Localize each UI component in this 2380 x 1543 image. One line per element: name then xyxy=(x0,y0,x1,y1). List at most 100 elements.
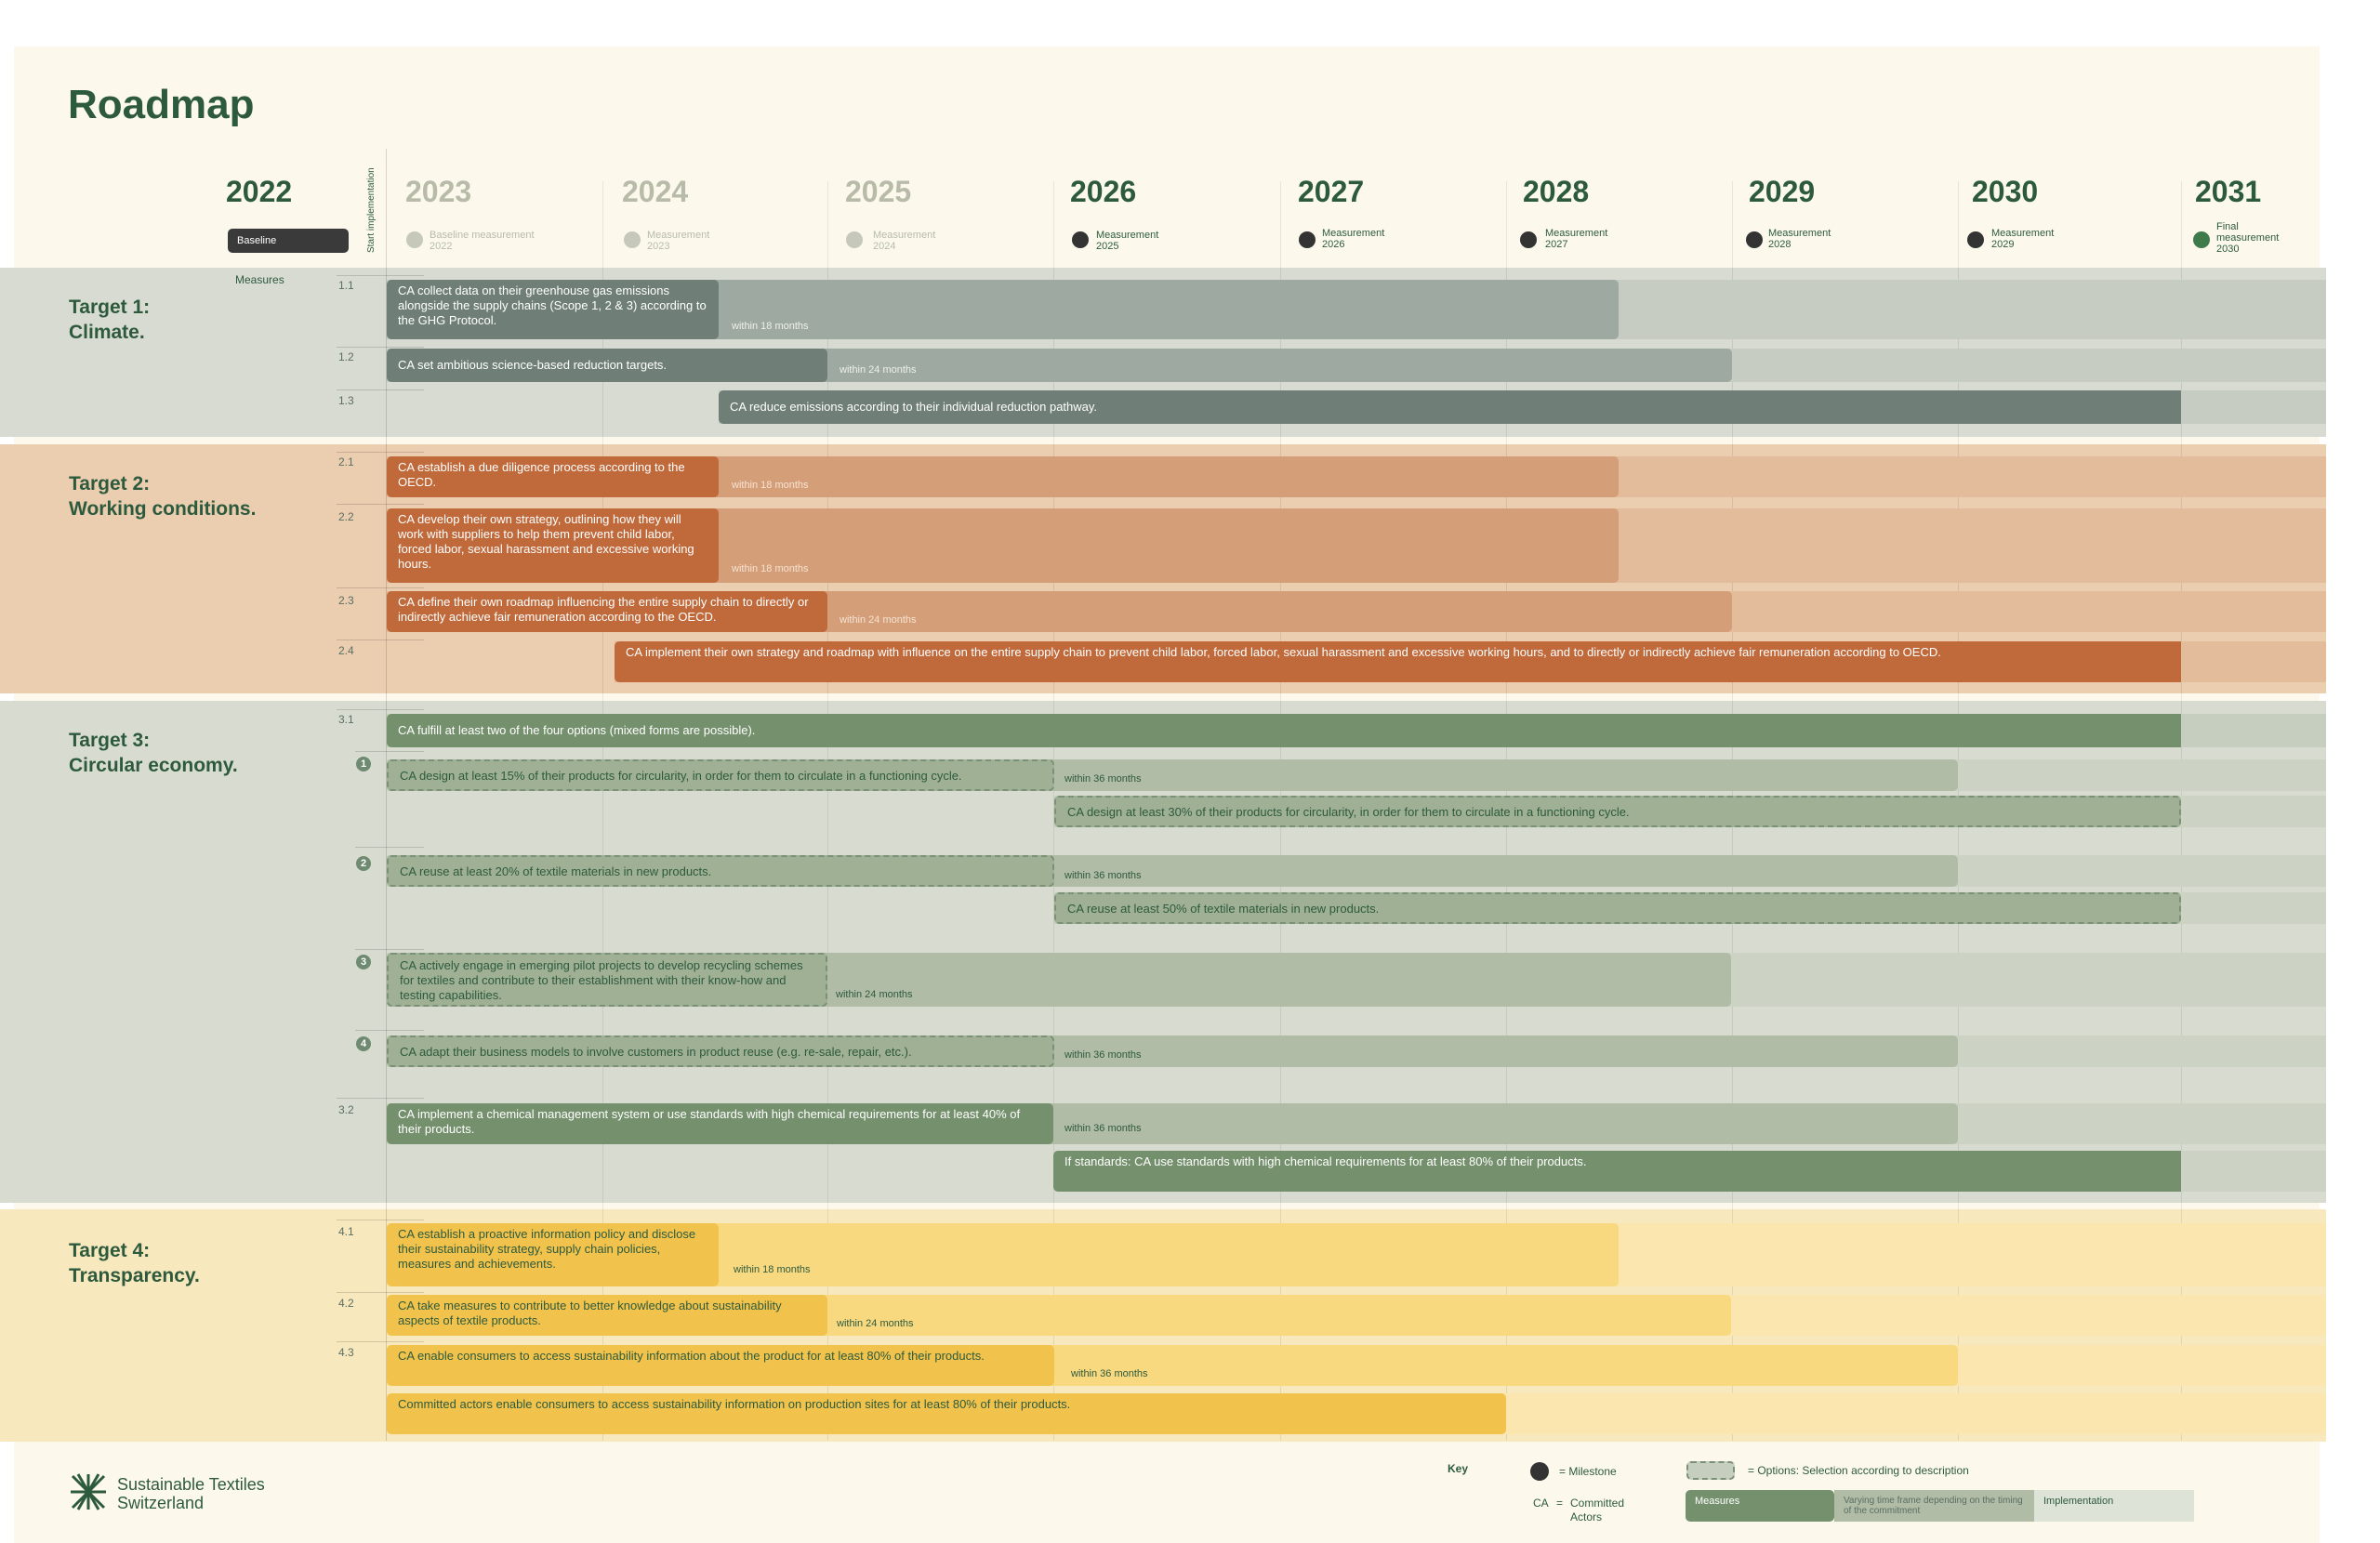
baseline-badge: Baseline xyxy=(228,229,349,253)
measure-3-2: CA implement a chemical management syste… xyxy=(387,1103,1053,1144)
measure-3-2b: If standards: CA use standards with high… xyxy=(1053,1151,2181,1192)
within-label: within 36 months xyxy=(1064,1049,1142,1061)
within-label: within 24 months xyxy=(836,989,913,1000)
option-2b: CA reuse at least 50% of textile materia… xyxy=(1054,892,2181,924)
grid-line xyxy=(602,181,603,1441)
page-title: Roadmap xyxy=(68,82,255,127)
key-ca: CA xyxy=(1533,1497,1549,1510)
row-id-2-2: 2.2 xyxy=(338,510,354,523)
row-line xyxy=(337,587,424,588)
within-label: within 24 months xyxy=(840,364,917,376)
key-implementation: Implementation xyxy=(2034,1490,2194,1522)
within-label: within 24 months xyxy=(840,614,917,626)
key-committed-actors: Committed Actors xyxy=(1570,1497,1625,1523)
row-id-2-3: 2.3 xyxy=(338,594,354,607)
measure-3-1: CA fulfill at least two of the four opti… xyxy=(387,714,2181,747)
within-label: within 36 months xyxy=(1064,870,1142,881)
option-2a: CA reuse at least 20% of textile materia… xyxy=(387,855,1054,887)
logo-icon xyxy=(69,1472,108,1511)
measure-1-2: CA set ambitious science-based reduction… xyxy=(387,349,827,382)
milestone-2025-dot xyxy=(1072,231,1089,248)
logo-text: Sustainable Textiles Switzerland xyxy=(117,1475,265,1512)
key-milestone-dot xyxy=(1530,1462,1549,1481)
start-implementation-label-wrap: Start implementation xyxy=(366,149,379,253)
measure-4-3b: Committed actors enable consumers to acc… xyxy=(387,1393,1506,1434)
year-2027: 2027 xyxy=(1298,175,1365,208)
row-id-4-2: 4.2 xyxy=(338,1297,354,1310)
row-line xyxy=(355,847,424,848)
row-line xyxy=(337,1098,424,1099)
year-2026: 2026 xyxy=(1070,175,1137,208)
within-label: within 36 months xyxy=(1064,1123,1142,1134)
grid-line xyxy=(1053,181,1054,1441)
target-1-heading: Target 1: Climate. xyxy=(69,297,151,343)
row-line xyxy=(337,347,424,348)
measure-4-2: CA take measures to contribute to better… xyxy=(387,1295,827,1336)
row-line xyxy=(337,1341,424,1342)
key-varying: Varying time frame depending on the timi… xyxy=(1834,1490,2034,1522)
measure-2-4: CA implement their own strategy and road… xyxy=(615,641,2181,682)
milestone-2029-dot xyxy=(1967,231,1984,248)
year-2028: 2028 xyxy=(1523,175,1590,208)
within-label: within 18 months xyxy=(732,563,809,574)
year-2022: 2022 xyxy=(226,175,293,208)
measure-4-3: CA enable consumers to access sustainabi… xyxy=(387,1345,1054,1386)
key-options-swatch xyxy=(1686,1461,1735,1480)
row-id-4-3: 4.3 xyxy=(338,1346,354,1359)
measure-2-3: CA define their own roadmap influencing … xyxy=(387,591,827,632)
row-line xyxy=(337,452,424,453)
key-title: Key xyxy=(1448,1462,1469,1475)
milestone-2026-dot xyxy=(1299,231,1316,248)
milestone-2023-label: Measurement 2023 xyxy=(647,230,710,252)
year-2029: 2029 xyxy=(1749,175,1816,208)
within-label: within 36 months xyxy=(1064,773,1142,785)
milestone-2027-dot xyxy=(1520,231,1537,248)
grid-line xyxy=(827,181,828,1441)
option-1a: CA design at least 15% of their products… xyxy=(387,759,1054,791)
milestone-2028-dot xyxy=(1746,231,1763,248)
milestone-2026-label: Measurement 2026 xyxy=(1322,228,1385,250)
measure-1-1: CA collect data on their greenhouse gas … xyxy=(387,280,719,339)
row-id-2-1: 2.1 xyxy=(338,455,354,468)
target-4-heading: Target 4: Transparency. xyxy=(69,1240,200,1286)
measure-1-3: CA reduce emissions according to their i… xyxy=(719,390,2181,424)
start-line xyxy=(386,149,387,1441)
row-id-1-3: 1.3 xyxy=(338,394,354,407)
milestone-2024-label: Measurement 2024 xyxy=(873,230,936,252)
year-2031: 2031 xyxy=(2195,175,2262,208)
row-id-3-2: 3.2 xyxy=(338,1103,354,1116)
row-line xyxy=(337,504,424,505)
row-id-3-1: 3.1 xyxy=(338,713,354,726)
option-4: CA adapt their business models to involv… xyxy=(387,1035,1054,1067)
row-id-1-1: 1.1 xyxy=(338,279,354,292)
milestone-2023-dot xyxy=(624,231,641,248)
within-label: within 36 months xyxy=(1071,1368,1148,1379)
year-2024: 2024 xyxy=(622,175,689,208)
row-id-1-2: 1.2 xyxy=(338,350,354,363)
option-3: CA actively engage in emerging pilot pro… xyxy=(387,953,827,1007)
milestone-2024-dot xyxy=(846,231,863,248)
milestone-2028-label: Measurement 2028 xyxy=(1768,228,1831,250)
row-line xyxy=(337,709,424,710)
row-line xyxy=(355,751,424,752)
key-measures: Measures xyxy=(1686,1490,1834,1522)
option-number-2: 2 xyxy=(356,856,371,871)
option-1b: CA design at least 30% of their products… xyxy=(1054,796,2181,827)
within-label: within 18 months xyxy=(734,1264,811,1275)
milestone-2029-label: Measurement 2029 xyxy=(1991,228,2055,250)
milestone-2030-final-dot xyxy=(2193,231,2210,248)
target-2-heading: Target 2: Working conditions. xyxy=(69,473,257,520)
option-number-4: 4 xyxy=(356,1036,371,1051)
milestone-2025-label: Measurement 2025 xyxy=(1096,230,1159,252)
key-milestone-label: = Milestone xyxy=(1559,1465,1617,1478)
measure-2-1: CA establish a due diligence process acc… xyxy=(387,456,719,497)
measure-2-2: CA develop their own strategy, outlining… xyxy=(387,508,719,583)
row-line xyxy=(355,1030,424,1031)
milestone-2022-label: Baseline measurement 2022 xyxy=(430,230,535,252)
year-2025: 2025 xyxy=(845,175,912,208)
row-id-2-4: 2.4 xyxy=(338,644,354,657)
milestone-2027-label: Measurement 2027 xyxy=(1545,228,1608,250)
option-number-3: 3 xyxy=(356,955,371,969)
year-2030: 2030 xyxy=(1972,175,2039,208)
within-label: within 18 months xyxy=(732,321,809,332)
